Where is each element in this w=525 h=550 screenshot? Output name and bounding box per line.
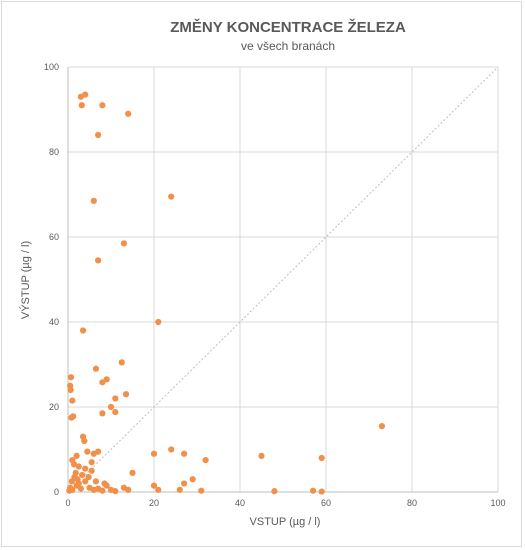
data-point-79 bbox=[88, 459, 95, 466]
data-point-21 bbox=[107, 403, 115, 411]
data-point-33 bbox=[95, 448, 102, 455]
x-tick-label-4: 80 bbox=[407, 498, 417, 508]
data-point-70 bbox=[318, 488, 325, 495]
data-point-16 bbox=[67, 386, 74, 394]
x-tick-label-0: 0 bbox=[65, 498, 70, 508]
x-axis-title: VSTUP (µg / l) bbox=[250, 516, 321, 528]
data-point-36 bbox=[88, 467, 95, 474]
data-point-64 bbox=[181, 480, 188, 487]
data-point-44 bbox=[378, 423, 385, 430]
data-point-1 bbox=[82, 91, 89, 98]
data-point-56 bbox=[99, 487, 106, 494]
data-point-37 bbox=[168, 446, 175, 453]
data-point-12 bbox=[118, 359, 125, 366]
y-tick-label-3: 60 bbox=[49, 232, 59, 242]
data-point-77 bbox=[92, 478, 100, 485]
tick-labels: 0 20 40 60 80 100 0 20 40 60 80 100 bbox=[44, 62, 506, 508]
data-point-35 bbox=[82, 465, 89, 472]
data-point-68 bbox=[271, 488, 278, 495]
data-point-76 bbox=[85, 474, 92, 481]
data-point-29 bbox=[73, 452, 80, 459]
data-point-20 bbox=[112, 395, 119, 402]
data-point-69 bbox=[310, 487, 317, 494]
y-tick-label-2: 40 bbox=[49, 317, 59, 327]
data-point-11 bbox=[79, 327, 87, 334]
data-point-6 bbox=[168, 193, 175, 200]
data-point-65 bbox=[176, 486, 183, 493]
data-point-9 bbox=[95, 257, 102, 264]
data-point-14 bbox=[92, 365, 100, 372]
data-point-51 bbox=[77, 485, 84, 492]
data-point-78 bbox=[101, 480, 108, 487]
data-point-8 bbox=[120, 240, 127, 247]
data-point-74 bbox=[79, 471, 86, 479]
data-point-67 bbox=[198, 487, 205, 494]
data-point-42 bbox=[258, 452, 265, 459]
x-tick-label-5: 100 bbox=[490, 498, 505, 508]
data-point-63 bbox=[155, 486, 162, 493]
y-tick-label-4: 80 bbox=[49, 147, 59, 157]
data-point-19 bbox=[122, 391, 130, 398]
data-point-61 bbox=[125, 486, 132, 493]
data-point-59 bbox=[112, 488, 119, 495]
data-point-26 bbox=[112, 409, 119, 416]
data-point-24 bbox=[70, 413, 77, 420]
data-point-7 bbox=[90, 197, 97, 204]
data-point-40 bbox=[129, 469, 136, 476]
data-point-39 bbox=[150, 450, 158, 457]
y-tick-label-1: 20 bbox=[49, 402, 59, 412]
data-point-49 bbox=[66, 487, 73, 494]
data-point-75 bbox=[70, 461, 78, 468]
data-point-2 bbox=[78, 102, 85, 109]
data-points bbox=[66, 91, 385, 495]
data-point-41 bbox=[202, 457, 209, 464]
data-point-66 bbox=[189, 476, 196, 483]
data-point-22 bbox=[69, 397, 76, 404]
data-point-18 bbox=[103, 376, 110, 383]
x-tick-label-1: 20 bbox=[149, 498, 159, 508]
chart-subtitle: ve všech branách bbox=[241, 39, 335, 53]
y-tick-label-0: 0 bbox=[54, 487, 59, 497]
data-point-43 bbox=[318, 454, 325, 462]
data-point-72 bbox=[74, 476, 81, 483]
data-point-31 bbox=[84, 448, 91, 455]
data-point-10 bbox=[155, 318, 162, 326]
axes bbox=[67, 67, 498, 493]
data-point-5 bbox=[95, 131, 102, 139]
x-tick-label-3: 60 bbox=[321, 498, 331, 508]
data-point-38 bbox=[181, 450, 188, 457]
data-point-28 bbox=[81, 437, 88, 445]
data-point-71 bbox=[72, 469, 79, 476]
reference-diagonal-line bbox=[67, 66, 499, 493]
data-point-13 bbox=[67, 374, 75, 381]
data-point-52 bbox=[82, 478, 89, 485]
x-tick-label-2: 40 bbox=[235, 498, 245, 508]
y-axis-title: VÝSTUP (µg / l) bbox=[19, 241, 32, 319]
data-point-73 bbox=[68, 478, 75, 485]
data-point-34 bbox=[75, 463, 82, 470]
chart-title: ZMĚNY KONCENTRACE ŽELEZA bbox=[170, 18, 406, 36]
data-point-3 bbox=[99, 102, 106, 109]
grid-lines bbox=[68, 66, 499, 492]
data-point-25 bbox=[99, 410, 106, 417]
y-tick-label-5: 100 bbox=[44, 62, 59, 72]
data-point-62 bbox=[150, 482, 158, 489]
data-point-4 bbox=[125, 110, 132, 117]
